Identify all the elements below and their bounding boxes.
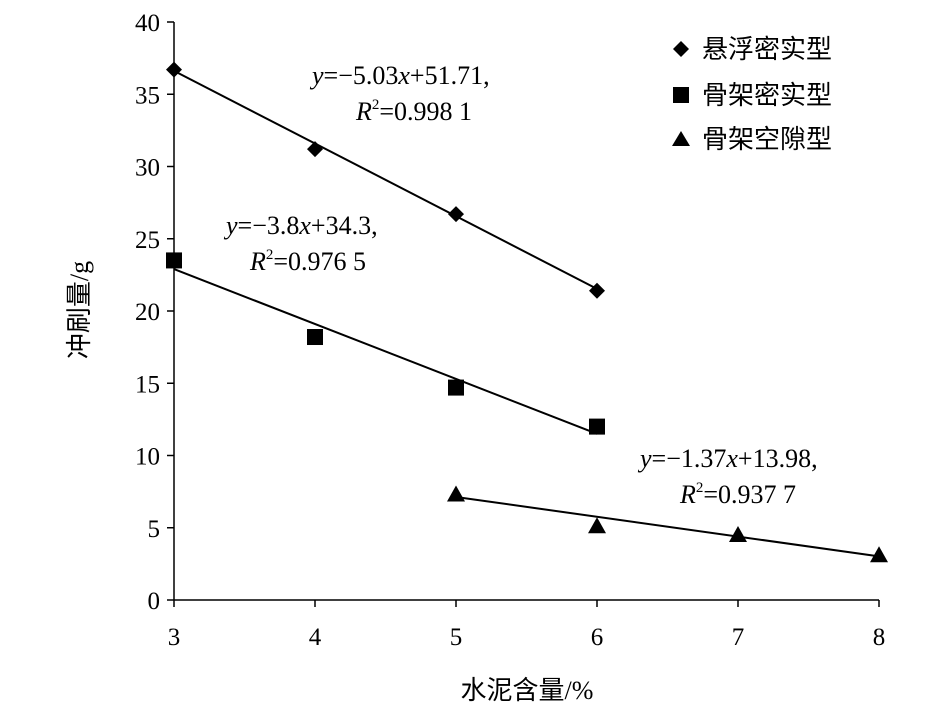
x-tick-label: 5	[450, 624, 463, 651]
y-tick-label: 10	[135, 444, 160, 471]
y-tick-label: 15	[135, 371, 160, 398]
equation-2: y=−3.8x+34.3,	[223, 211, 378, 240]
fit-line-1	[173, 69, 598, 290]
data-point-1-1	[166, 61, 182, 78]
y-tick-label: 5	[148, 516, 161, 543]
x-tick-label: 4	[309, 624, 322, 651]
data-point-2-3	[448, 379, 464, 396]
data-point-3-1	[447, 485, 465, 502]
data-point-2-4	[589, 418, 605, 435]
legend-label-skeleton-dense: 骨架密实型	[702, 81, 832, 110]
y-tick-label: 40	[135, 10, 160, 37]
data-point-3-3	[729, 525, 747, 542]
x-tick-label: 7	[732, 624, 745, 651]
y-tick-label: 20	[135, 299, 160, 326]
legend-label-suspended-dense: 悬浮密实型	[702, 35, 832, 64]
legend-marker-square	[673, 87, 689, 103]
data-point-1-4	[589, 282, 605, 299]
y-tick-label: 30	[135, 155, 160, 182]
x-tick-label: 3	[168, 624, 181, 651]
legend-marker-diamond	[673, 41, 689, 57]
y-tick-label: 0	[148, 588, 161, 615]
data-point-2-2	[307, 329, 323, 346]
x-axis-label: 水泥含量/%	[461, 676, 594, 705]
y-axis-label: 冲刷量/g	[65, 261, 94, 359]
x-tick-label: 6	[591, 624, 604, 651]
data-point-1-3	[448, 206, 464, 223]
y-tick-label: 35	[135, 82, 160, 109]
data-point-3-4	[870, 546, 888, 563]
equation-3: y=−1.37x+13.98,	[637, 444, 818, 473]
r2-3: R2=0.937 7	[679, 480, 796, 509]
data-point-3-2	[588, 517, 606, 534]
r2-1: R2=0.998 1	[355, 97, 472, 126]
legend-label-skeleton-void: 骨架空隙型	[702, 125, 832, 154]
r2-2: R2=0.976 5	[249, 247, 366, 276]
data-point-1-2	[307, 141, 323, 158]
data-point-2-1	[166, 252, 182, 269]
fit-line-2	[173, 268, 598, 435]
legend-marker-triangle	[672, 131, 690, 146]
x-tick-label: 8	[873, 624, 886, 651]
legend: 悬浮密实型 骨架密实型 骨架空隙型	[672, 35, 832, 154]
fit-line-3	[455, 495, 880, 558]
equation-1: y=−5.03x+51.71,	[309, 61, 490, 90]
y-tick-label: 25	[135, 227, 160, 254]
